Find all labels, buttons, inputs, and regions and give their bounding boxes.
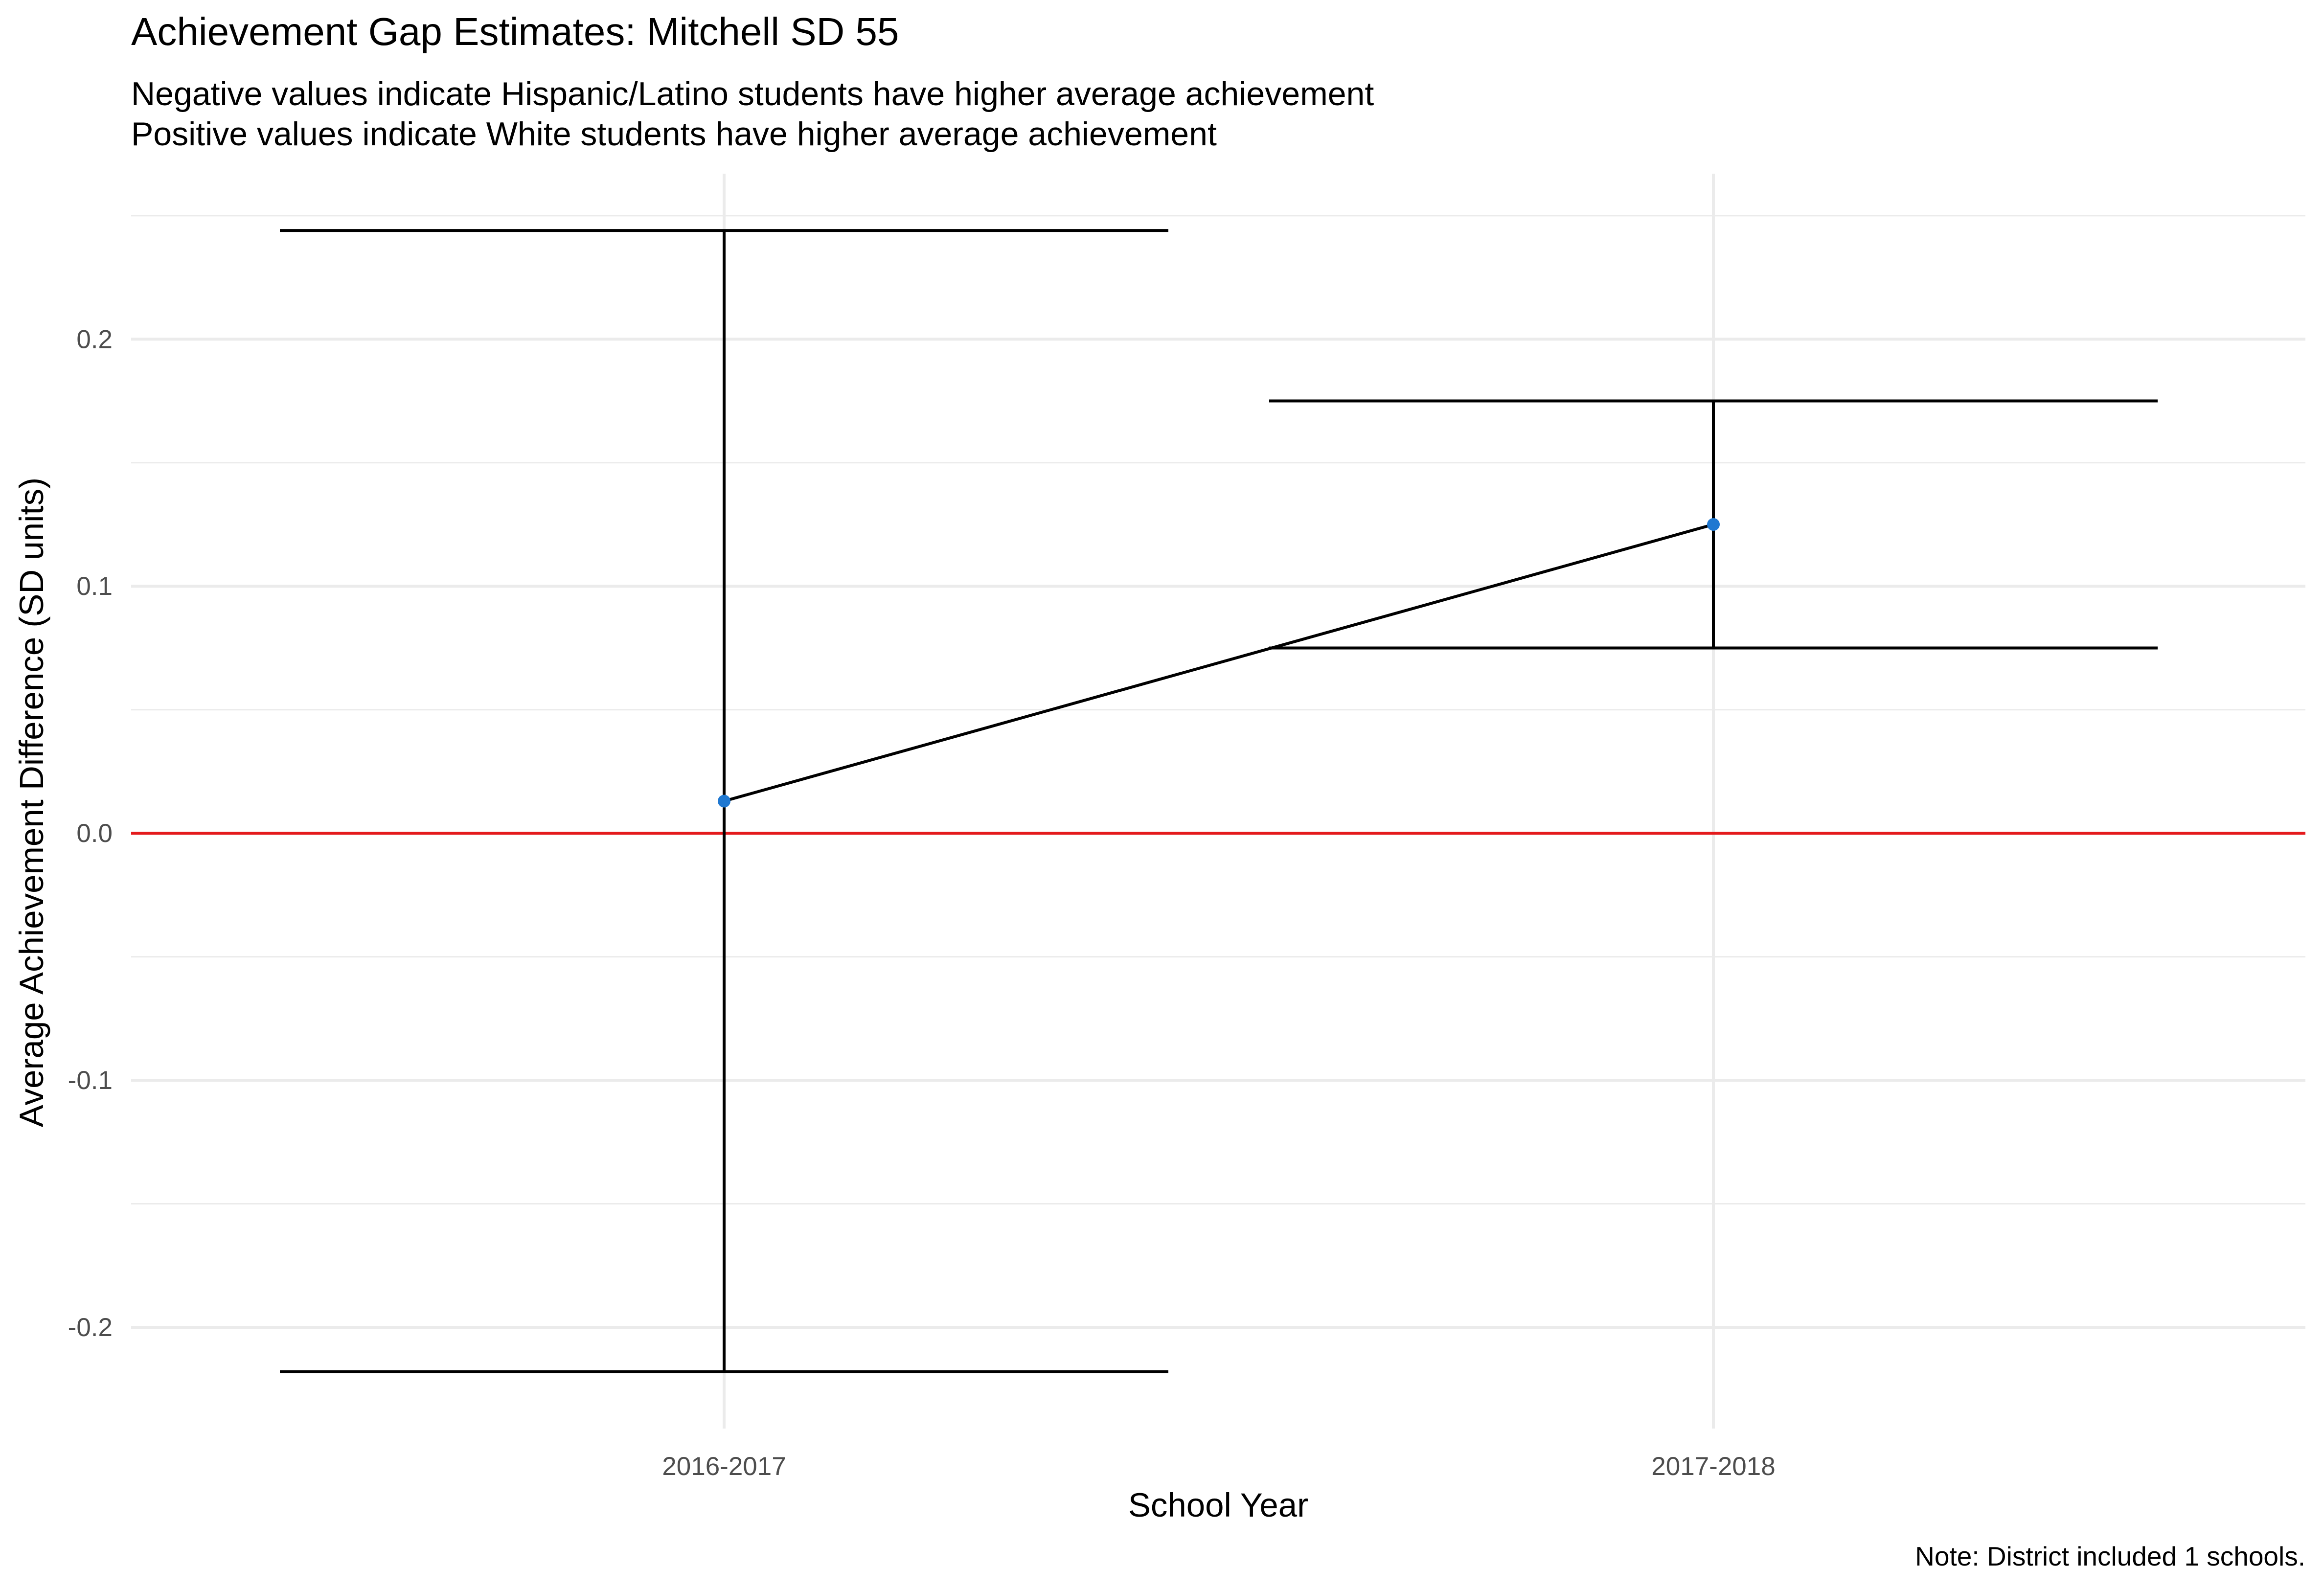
y-tick-label: -0.2: [68, 1313, 113, 1342]
y-tick-label: 0.1: [76, 572, 113, 601]
grid: [131, 174, 2305, 1429]
data-point: [718, 795, 730, 808]
y-axis-title: Average Achievement Difference (SD units…: [13, 477, 50, 1127]
chart-subtitle-line-2: Positive values indicate White students …: [131, 115, 1217, 153]
y-tick-label: 0.2: [76, 325, 113, 354]
series-line: [724, 523, 1714, 803]
data-points: [718, 518, 1720, 808]
x-tick-label: 2016-2017: [662, 1452, 786, 1481]
x-axis-title: School Year: [1128, 1486, 1308, 1524]
chart-caption: Note: District included 1 schools.: [1915, 1541, 2305, 1571]
x-tick-label: 2017-2018: [1651, 1452, 1775, 1481]
chart-subtitle-line-1: Negative values indicate Hispanic/Latino…: [131, 75, 1374, 113]
data-point: [1707, 518, 1720, 531]
y-axis-ticks: -0.2 -0.1 0.0 0.1 0.2: [68, 325, 113, 1342]
chart-title: Achievement Gap Estimates: Mitchell SD 5…: [131, 10, 899, 53]
y-tick-label: 0.0: [76, 819, 113, 848]
series-line-group: [724, 523, 1714, 803]
x-axis-ticks: 2016-2017 2017-2018: [662, 1452, 1775, 1481]
y-tick-label: -0.1: [68, 1066, 113, 1095]
error-bars: [280, 229, 2158, 1373]
